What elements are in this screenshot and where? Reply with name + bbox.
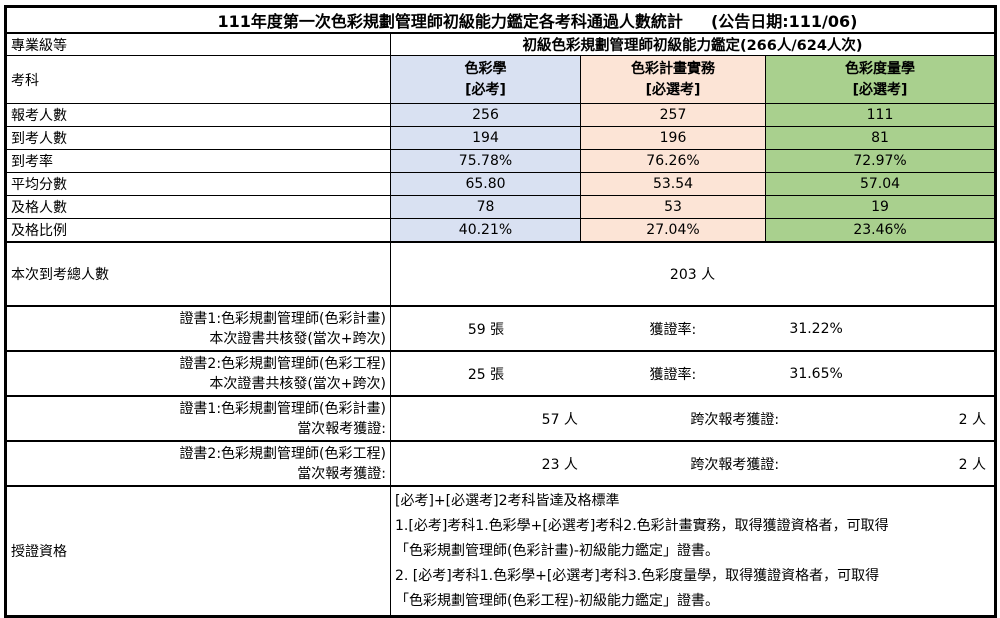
cert-label: 證書1:色彩規劃管理師(色彩計畫) 本次證書共核發(當次+跨次) — [5, 305, 391, 352]
cell-value: 65.80 — [390, 172, 581, 196]
row-label: 及格比例 — [5, 218, 391, 243]
subject-name: 色彩計畫實務 — [631, 60, 715, 77]
row-label: 及格人數 — [5, 195, 391, 219]
cert-label: 證書1:色彩規劃管理師(色彩計畫) 當次報考獲證: — [5, 395, 391, 442]
table-row-registered: 報考人數 256 257 111 — [5, 103, 997, 127]
total-value: 203 人 — [389, 241, 997, 307]
level-label: 專業級等 — [5, 32, 391, 56]
cert-cross-label: 跨次報考獲證: — [690, 411, 780, 428]
cell-value: 78 — [390, 195, 581, 219]
cert-rate-value: 31.22% — [789, 320, 843, 337]
cert-sublabel: 當次報考獲證: — [297, 420, 386, 437]
cell-value: 81 — [764, 126, 997, 150]
cert1-current-session-row: 證書1:色彩規劃管理師(色彩計畫) 當次報考獲證: 57 人 跨次報考獲證: 2… — [5, 395, 997, 442]
table-row-attendance-rate: 到考率 75.78% 76.26% 72.97% — [5, 149, 997, 173]
cert-cross-label: 跨次報考獲證: — [690, 456, 780, 473]
exam-statistics-table: 111年度第一次色彩規劃管理師初級能力鑑定各考科通過人數統計 (公告日期:111/… — [4, 5, 998, 618]
qualification-row: 授證資格 [必考]+[必選考]2考科皆達及格標準 1.[必考]考科1.色彩學+[… — [5, 485, 997, 617]
qualification-text: [必考]+[必選考]2考科皆達及格標準 1.[必考]考科1.色彩學+[必選考]考… — [389, 485, 997, 617]
row-label: 報考人數 — [5, 103, 391, 127]
cert1-issued-row: 證書1:色彩規劃管理師(色彩計畫) 本次證書共核發(當次+跨次) 59 張 獲證… — [5, 305, 997, 352]
cell-value: 256 — [390, 103, 581, 127]
qualification-label: 授證資格 — [5, 485, 391, 617]
cert-count: 57 人 — [541, 411, 578, 428]
subject-tag: [必考] — [465, 81, 506, 98]
cell-value: 53 — [580, 195, 766, 219]
column-header-color-planning: 色彩計畫實務 [必選考] — [580, 55, 766, 104]
qualification-line: 「色彩規劃管理師(色彩工程)-初級能力鑑定」證書。 — [395, 592, 719, 609]
cert-name: 證書1:色彩規劃管理師(色彩計畫) — [179, 400, 386, 417]
table-row-average-score: 平均分數 65.80 53.54 57.04 — [5, 172, 997, 196]
qualification-line: 「色彩規劃管理師(色彩計畫)-初級能力鑑定」證書。 — [395, 542, 719, 559]
table-row-attended: 到考人數 194 196 81 — [5, 126, 997, 150]
cert-rate-value: 31.65% — [789, 365, 843, 382]
qualification-line: 1.[必考]考科1.色彩學+[必選考]考科2.色彩計畫實務，取得獲證資格者，可取… — [395, 517, 889, 534]
cell-value: 72.97% — [764, 149, 997, 173]
level-row: 專業級等 初級色彩規劃管理師初級能力鑑定(266人/624人次) — [5, 32, 997, 56]
qualification-line: [必考]+[必選考]2考科皆達及格標準 — [395, 492, 620, 509]
cert-count: 59 張 — [467, 321, 505, 338]
cell-value: 27.04% — [580, 218, 766, 243]
title-row: 111年度第一次色彩規劃管理師初級能力鑑定各考科通過人數統計 (公告日期:111/… — [4, 6, 997, 34]
cell-value: 194 — [390, 126, 581, 150]
cert-sublabel: 當次報考獲證: — [297, 465, 386, 482]
cert-sublabel: 本次證書共核發(當次+跨次) — [209, 375, 386, 392]
cell-value: 76.26% — [580, 149, 766, 173]
cell-value: 75.78% — [390, 149, 581, 173]
subject-tag: [必選考] — [645, 81, 701, 98]
level-value: 初級色彩規劃管理師初級能力鑑定(266人/624人次) — [389, 32, 997, 56]
cell-value: 257 — [580, 103, 766, 127]
page-title: 111年度第一次色彩規劃管理師初級能力鑑定各考科通過人數統計 (公告日期:111/… — [4, 6, 997, 34]
cert-sublabel: 本次證書共核發(當次+跨次) — [209, 330, 386, 347]
cert2-issued-row: 證書2:色彩規劃管理師(色彩工程) 本次證書共核發(當次+跨次) 25 張 獲證… — [5, 350, 997, 397]
cert-count: 23 人 — [541, 456, 578, 473]
cert-cross-count: 2 人 — [958, 456, 987, 473]
table-row-passed-count: 及格人數 78 53 19 — [5, 195, 997, 219]
cert-name: 證書1:色彩規劃管理師(色彩計畫) — [179, 310, 386, 327]
cert-rate-label: 獲證率: — [649, 321, 697, 338]
subjects-label: 考科 — [5, 55, 391, 104]
statistics-sheet: 111年度第一次色彩規劃管理師初級能力鑑定各考科通過人數統計 (公告日期:111/… — [4, 5, 998, 618]
cell-value: 40.21% — [390, 218, 581, 243]
qualification-line: 2. [必考]考科1.色彩學+[必選考]考科3.色彩度量學，取得獲證資格者，可取… — [395, 567, 880, 584]
row-label: 平均分數 — [5, 172, 391, 196]
cert-count: 25 張 — [467, 366, 505, 383]
cell-value: 23.46% — [764, 218, 997, 243]
cell-value: 53.54 — [580, 172, 766, 196]
table-row-pass-rate: 及格比例 40.21% 27.04% 23.46% — [5, 218, 997, 243]
column-header-colorimetry: 色彩學 [必考] — [390, 55, 581, 104]
total-attendees-row: 本次到考總人數 203 人 — [5, 241, 997, 307]
cert-data: 57 人 跨次報考獲證: 2 人 — [389, 395, 997, 442]
subject-name: 色彩學 — [464, 60, 507, 77]
cert-rate-label: 獲證率: — [649, 366, 697, 383]
total-label: 本次到考總人數 — [5, 241, 391, 307]
title-text: 111年度第一次色彩規劃管理師初級能力鑑定各考科通過人數統計 — [217, 12, 683, 31]
cert-name: 證書2:色彩規劃管理師(色彩工程) — [179, 355, 386, 372]
subject-tag: [必選考] — [852, 81, 908, 98]
cert-data: 59 張 獲證率: 31.22% — [389, 305, 997, 352]
cell-value: 19 — [764, 195, 997, 219]
row-label: 到考人數 — [5, 126, 391, 150]
cert-label: 證書2:色彩規劃管理師(色彩工程) 本次證書共核發(當次+跨次) — [5, 350, 391, 397]
cert2-current-session-row: 證書2:色彩規劃管理師(色彩工程) 當次報考獲證: 23 人 跨次報考獲證: 2… — [5, 440, 997, 487]
column-header-color-measurement: 色彩度量學 [必選考] — [764, 55, 997, 104]
cell-value: 111 — [764, 103, 997, 127]
subject-header-row: 考科 色彩學 [必考] 色彩計畫實務 [必選考] 色彩度量學 [必選考] — [5, 55, 997, 104]
cert-data: 23 人 跨次報考獲證: 2 人 — [389, 440, 997, 487]
cert-data: 25 張 獲證率: 31.65% — [389, 350, 997, 397]
cell-value: 196 — [580, 126, 766, 150]
row-label: 到考率 — [5, 149, 391, 173]
cert-cross-count: 2 人 — [958, 411, 987, 428]
cell-value: 57.04 — [764, 172, 997, 196]
title-publish-date: (公告日期:111/06) — [710, 12, 858, 31]
subject-name: 色彩度量學 — [845, 60, 915, 77]
cert-label: 證書2:色彩規劃管理師(色彩工程) 當次報考獲證: — [5, 440, 391, 487]
cert-name: 證書2:色彩規劃管理師(色彩工程) — [179, 445, 386, 462]
